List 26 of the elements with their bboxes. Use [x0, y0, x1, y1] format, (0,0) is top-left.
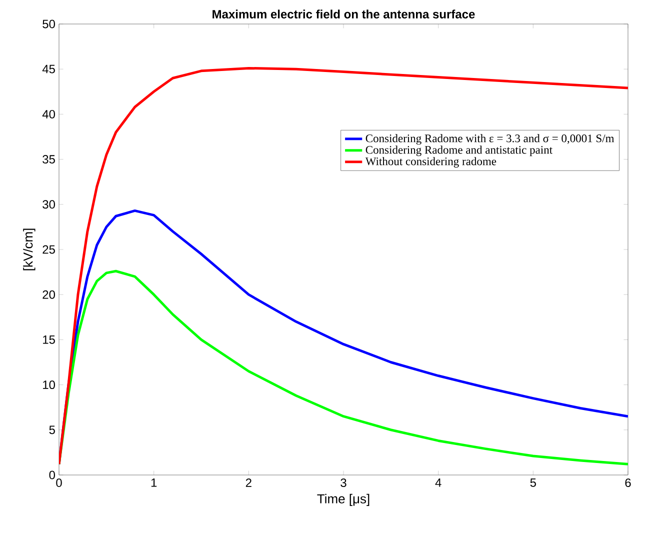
y-tick-label: 50: [42, 20, 56, 28]
y-tick-label: 10: [43, 380, 56, 390]
y-tick-label: 5: [49, 426, 55, 434]
y-tick-label: 45: [42, 64, 55, 74]
legend-label: Without considering radome: [365, 157, 496, 168]
x-tick-label: 4: [435, 478, 442, 487]
y-tick-label: 0: [49, 470, 56, 480]
y-axis-title: [kV/cm]: [23, 228, 36, 270]
y-tick-label: 25: [42, 245, 55, 254]
legend-label: Considering Radome with ε = 3.3 and σ = 0,0001 S/m: [366, 134, 614, 145]
y-tick-label: 15: [43, 336, 55, 344]
x-tick-label: 5: [530, 478, 536, 487]
x-tick-label: 6: [625, 478, 631, 488]
line-series: [59, 270, 628, 466]
line-series: [59, 66, 628, 466]
y-tick-label: 35: [42, 155, 55, 164]
y-tick-label: 20: [42, 290, 56, 299]
x-tick-label: 0: [56, 478, 62, 488]
chart-title: Maximum electric field on the antenna surface: [212, 10, 475, 18]
y-tick-label: 30: [42, 200, 56, 209]
x-axis-title: Time [μs]: [317, 494, 370, 506]
y-tick-label: 40: [42, 110, 56, 118]
x-tick-label: 1: [151, 478, 157, 487]
x-tick-label: 3: [340, 478, 346, 488]
legend-label: Considering Radome and antistatic paint: [366, 146, 552, 156]
x-tick-label: 2: [246, 478, 252, 487]
